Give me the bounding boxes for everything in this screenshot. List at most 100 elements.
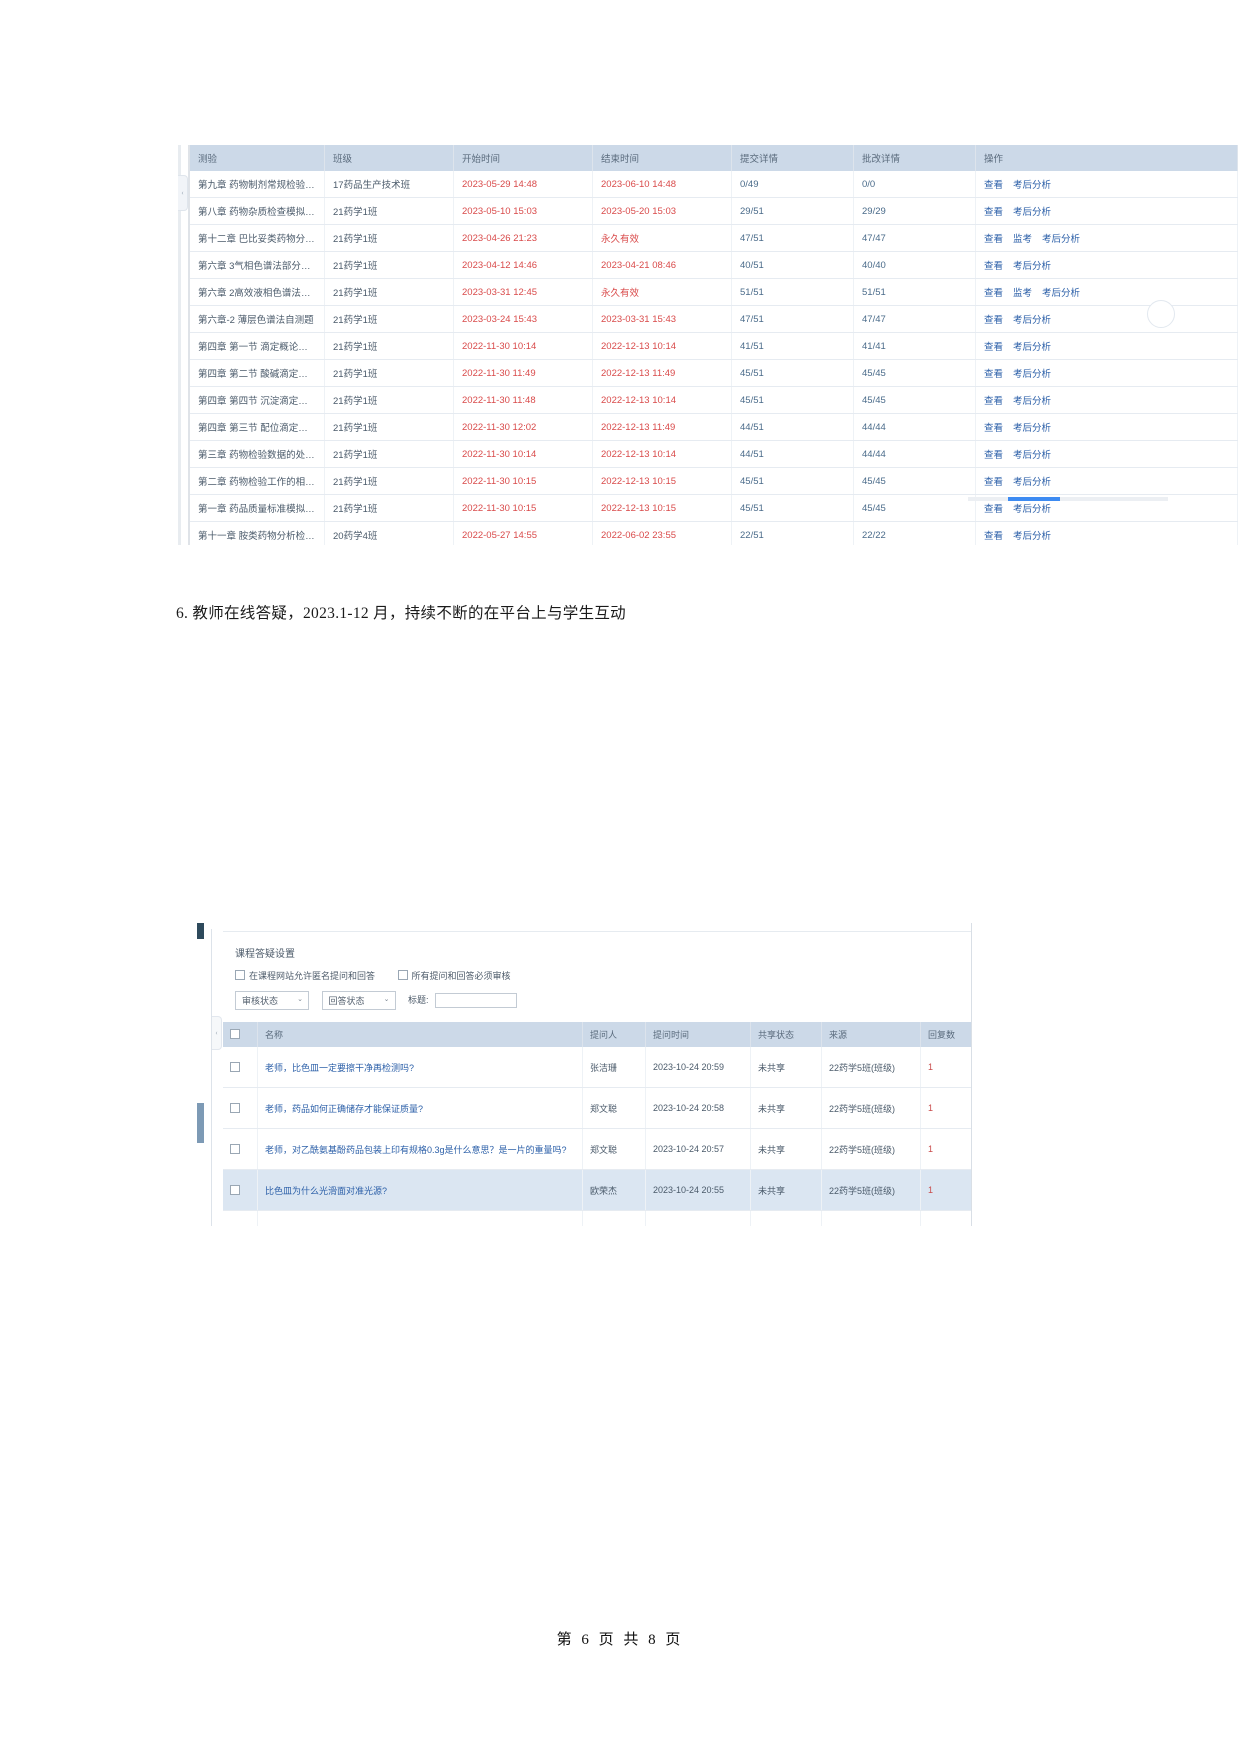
checkbox-icon[interactable] xyxy=(230,1184,240,1195)
col-header-name[interactable]: 名称 xyxy=(257,1022,583,1047)
cell-question-name[interactable]: 老师，比色皿一定要擦干净再检测吗? xyxy=(257,1047,583,1088)
cell-operations[interactable]: 查看 考后分析 xyxy=(975,251,1238,279)
col-header-source[interactable]: 来源 xyxy=(821,1022,921,1047)
cell-checkbox[interactable] xyxy=(223,1169,258,1211)
checkbox-icon[interactable] xyxy=(230,1225,240,1226)
op-link[interactable]: 考后分析 xyxy=(1013,423,1052,434)
op-link[interactable]: 考后分析 xyxy=(1013,531,1052,542)
cell-operations[interactable]: 查看 考后分析 xyxy=(975,332,1238,360)
col-header-end-time[interactable]: 结束时间 xyxy=(592,145,732,171)
cell-exam-name[interactable]: 第四章 第一节 滴定概论模拟... xyxy=(190,332,325,360)
op-link[interactable]: 查看 xyxy=(984,261,1004,272)
op-link[interactable]: 考后分析 xyxy=(1013,261,1052,272)
cell-operations[interactable]: 查看 考后分析 xyxy=(975,440,1238,468)
op-link[interactable]: 考后分析 xyxy=(1013,396,1052,407)
cell-operations[interactable]: 查看 考后分析 xyxy=(975,305,1238,333)
list-item[interactable]: 比色皿为什么光滑面对准光源? 欧荣杰 2023-10-24 20:55 未共享 22药学… xyxy=(223,1169,972,1211)
question-link[interactable]: 比色皿为什么光滑面对准光源? xyxy=(265,1185,388,1196)
cell-exam-name[interactable]: 第四章 第四节 沉淀滴定模拟... xyxy=(190,386,325,414)
op-link[interactable]: 查看 xyxy=(984,477,1004,488)
answer-status-select[interactable]: 回答状态 ⌄ xyxy=(321,991,396,1010)
cell-operations[interactable]: 查看 监考 考后分析 xyxy=(975,278,1238,306)
op-link[interactable]: 查看 xyxy=(984,396,1004,407)
cell-checkbox[interactable] xyxy=(223,1210,258,1226)
op-link[interactable]: 考后分析 xyxy=(1013,369,1052,380)
op-link[interactable]: 考后分析 xyxy=(1042,234,1081,245)
col-header-class[interactable]: 班级 xyxy=(324,145,454,171)
op-link[interactable]: 考后分析 xyxy=(1013,477,1052,488)
table-row[interactable]: 第一章 药品质量标准模拟试卷... 21药学1班 2022-11-30 10:15 2… xyxy=(190,494,1238,522)
cell-checkbox[interactable] xyxy=(223,1047,258,1088)
cell-exam-name[interactable]: 第九章 药物制剂常规检验模拟... xyxy=(190,171,325,198)
table-row[interactable]: 第三章 药物检验数据的处理模... 21药学1班 2022-11-30 10:14 2… xyxy=(190,440,1238,468)
cell-operations[interactable]: 查看 考后分析 xyxy=(975,413,1238,441)
op-link[interactable]: 查看 xyxy=(984,342,1004,353)
table-row[interactable]: 第四章 第二节 酸碱滴定模拟... 21药学1班 2022-11-30 11:49 2… xyxy=(190,359,1238,387)
cell-exam-name[interactable]: 第六章 2高效液相色谱法部分... xyxy=(190,278,325,306)
collapse-panel-icon[interactable]: ‹ xyxy=(178,175,188,211)
op-link[interactable]: 查看 xyxy=(984,315,1004,326)
checkbox-icon[interactable] xyxy=(230,1143,240,1154)
table-row[interactable]: 第四章 第三节 配位滴定模拟... 21药学1班 2022-11-30 12:02 2… xyxy=(190,413,1238,441)
op-link[interactable]: 考后分析 xyxy=(1013,342,1052,353)
table-row[interactable]: 第二章 药物检验工作的相关基... 21药学1班 2022-11-30 10:15 2… xyxy=(190,467,1238,495)
col-header-reply-count[interactable]: 回复数 xyxy=(920,1022,972,1047)
cell-checkbox[interactable] xyxy=(223,1128,258,1170)
op-link[interactable]: 查看 xyxy=(984,369,1004,380)
cell-exam-name[interactable]: 第十一章 胺类药物分析检验模... xyxy=(190,521,325,545)
require-review-checkbox[interactable]: 所有提问和回答必须审核 xyxy=(397,970,511,981)
table-row[interactable]: 第四章 第一节 滴定概论模拟... 21药学1班 2022-11-30 10:14 2… xyxy=(190,332,1238,360)
cell-operations[interactable]: 查看 考后分析 xyxy=(975,359,1238,387)
col-header-ask-time[interactable]: 提问时间 xyxy=(645,1022,751,1047)
cell-exam-name[interactable]: 第十二章 巴比妥类药物分析检... xyxy=(190,224,325,252)
op-link[interactable]: 查看 xyxy=(984,180,1004,191)
table-row[interactable]: 第六章-2 薄层色谱法自测题 21药学1班 2023-03-24 15:43 2023… xyxy=(190,305,1238,333)
question-link[interactable]: 老师，比色皿一定要擦干净再检测吗? xyxy=(265,1062,415,1073)
cell-exam-name[interactable]: 第一章 药品质量标准模拟试卷... xyxy=(190,494,325,522)
page-scroll-rail[interactable] xyxy=(197,923,204,1226)
cell-exam-name[interactable]: 第四章 第三节 配位滴定模拟... xyxy=(190,413,325,441)
review-status-select[interactable]: 审核状态 ⌄ xyxy=(235,991,309,1010)
op-link[interactable]: 查看 xyxy=(984,288,1004,299)
col-header-grade-detail[interactable]: 批改详情 xyxy=(853,145,976,171)
floating-action-button[interactable] xyxy=(1147,300,1175,328)
op-link[interactable]: 考后分析 xyxy=(1042,288,1081,299)
table-row[interactable]: 第九章 药物制剂常规检验模拟... 17药品生产技术班 2023-05-29 14:… xyxy=(190,171,1238,198)
checkbox-icon[interactable] xyxy=(397,970,408,980)
op-link[interactable]: 监考 xyxy=(1013,288,1033,299)
cell-operations[interactable]: 查看 考后分析 xyxy=(975,197,1238,225)
col-header-share-status[interactable]: 共享状态 xyxy=(750,1022,822,1047)
table-row[interactable]: 第四章 第四节 沉淀滴定模拟... 21药学1班 2022-11-30 11:48 2… xyxy=(190,386,1238,414)
cell-question-name[interactable]: 老师，药品如何正确储存才能保证质量? xyxy=(257,1087,583,1129)
list-item[interactable]: 老师，药品如何正确储存才能保证质量? 郑文聪 2023-10-24 20:58 未共享… xyxy=(223,1087,972,1129)
checkbox-icon[interactable] xyxy=(230,1102,240,1113)
cell-exam-name[interactable]: 第四章 第二节 酸碱滴定模拟... xyxy=(190,359,325,387)
table-row[interactable]: 第十二章 巴比妥类药物分析检... 21药学1班 2023-04-26 21:23 永… xyxy=(190,224,1238,252)
col-header-asker[interactable]: 提问人 xyxy=(582,1022,646,1047)
checkbox-icon[interactable] xyxy=(230,1061,240,1072)
col-header-select-all[interactable] xyxy=(223,1022,258,1047)
cell-exam-name[interactable]: 第六章 3气相色谱法部分模拟... xyxy=(190,251,325,279)
cell-operations[interactable]: 查看 考后分析 xyxy=(975,171,1238,198)
op-link[interactable]: 监考 xyxy=(1013,234,1033,245)
cell-exam-name[interactable]: 第三章 药物检验数据的处理模... xyxy=(190,440,325,468)
cell-operations[interactable]: 查看 考后分析 xyxy=(975,467,1238,495)
horizontal-scrollbar[interactable] xyxy=(968,497,1168,501)
cell-exam-name[interactable]: 第六章-2 薄层色谱法自测题 xyxy=(190,305,325,333)
col-header-operations[interactable]: 操作 xyxy=(975,145,1238,171)
op-link[interactable]: 考后分析 xyxy=(1013,504,1052,515)
op-link[interactable]: 查看 xyxy=(984,504,1004,515)
cell-checkbox[interactable] xyxy=(223,1087,258,1129)
col-header-start-time[interactable]: 开始时间 xyxy=(453,145,593,171)
cell-question-name[interactable]: 有谁知道HCl（9-1000）的溶液怎么配制? xyxy=(257,1210,583,1226)
collapse-panel-icon[interactable]: ‹ xyxy=(212,1016,222,1050)
checkbox-icon[interactable] xyxy=(230,1029,240,1039)
table-row[interactable]: 第十一章 胺类药物分析检验模... 20药学4班 2022-05-27 14:55 2… xyxy=(190,521,1238,545)
cell-exam-name[interactable]: 第八章 药物杂质检查模拟测试 xyxy=(190,197,325,225)
op-link[interactable]: 考后分析 xyxy=(1013,180,1052,191)
col-header-submit-detail[interactable]: 提交详情 xyxy=(731,145,854,171)
op-link[interactable]: 查看 xyxy=(984,531,1004,542)
cell-question-name[interactable]: 老师，对乙酰氨基酚药品包装上印有规格0.3g是什么意思？是一片的重量吗? xyxy=(257,1128,583,1170)
op-link[interactable]: 查看 xyxy=(984,207,1004,218)
